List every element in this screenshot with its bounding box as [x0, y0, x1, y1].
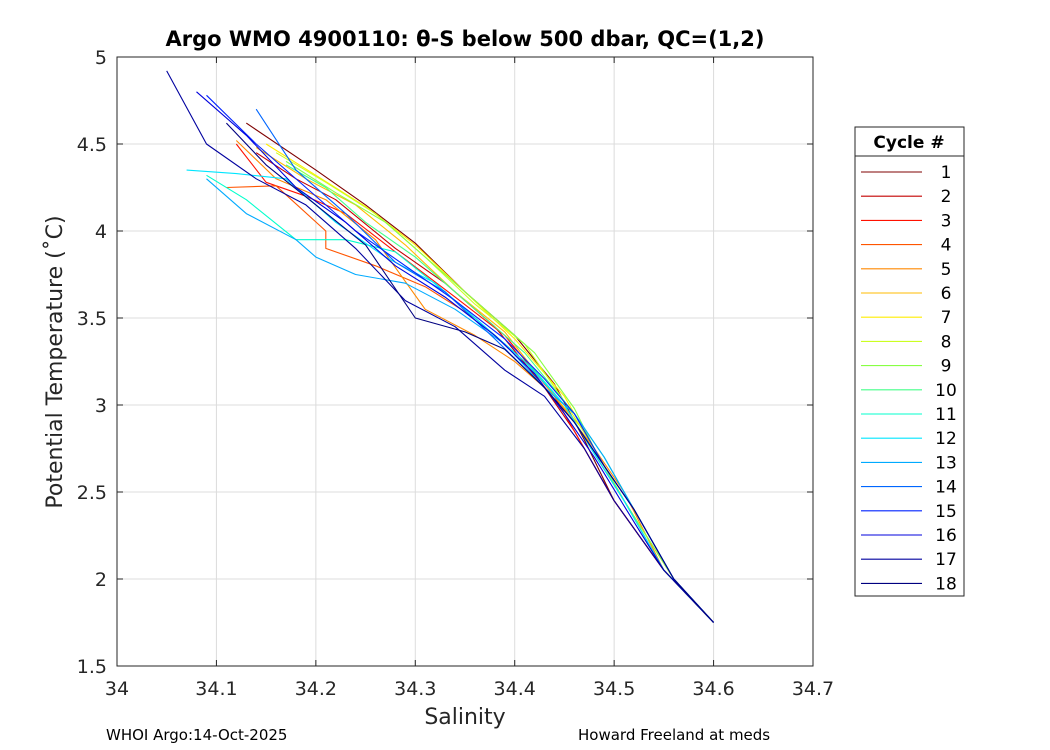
x-tick-label: 34.6	[692, 678, 734, 700]
y-tick-label: 4	[95, 221, 107, 243]
grid-lines	[117, 57, 813, 666]
x-tick-label: 34.5	[593, 678, 635, 700]
y-tick-label: 3.5	[77, 308, 107, 330]
legend-label-cycle-10: 10	[935, 381, 957, 401]
y-tick-label: 5	[95, 47, 107, 69]
series-line-cycle-12	[186, 169, 714, 623]
legend-label-cycle-2: 2	[941, 187, 952, 207]
legend-label-cycle-8: 8	[941, 332, 952, 352]
x-tick-label: 34.7	[792, 678, 834, 700]
x-tick-label: 34.4	[494, 678, 536, 700]
plot-area: 34 34.1 34.2 34.3 34.4 34.5 34.6 34.7 1.522.533…	[77, 47, 834, 700]
x-axis-ticks: 34 34.1 34.2 34.3 34.4 34.5 34.6 34.7	[105, 57, 834, 700]
legend-label-cycle-3: 3	[941, 211, 952, 231]
legend-label-cycle-1: 1	[941, 163, 952, 183]
axes-box	[116, 56, 814, 667]
legend-title: Cycle #	[873, 133, 944, 153]
series-line-cycle-18	[226, 122, 715, 623]
y-tick-label: 2	[95, 569, 107, 591]
footer-right: Howard Freeland at meds	[578, 726, 771, 744]
y-axis-label: Potential Temperature (˚C)	[43, 215, 68, 508]
series-line-cycle-9	[285, 160, 715, 623]
x-tick-label: 34.3	[394, 678, 436, 700]
series-line-cycle-17	[166, 70, 714, 623]
legend-label-cycle-18: 18	[935, 574, 957, 594]
series-lines	[166, 70, 715, 623]
legend-label-cycle-16: 16	[935, 526, 957, 546]
x-tick-label: 34.1	[195, 678, 237, 700]
legend-label-cycle-7: 7	[941, 308, 952, 328]
y-axis-ticks: 1.5 2 2.5 3 3.5 4 4.5 5	[77, 47, 813, 678]
chart-title: Argo WMO 4900110: θ-S below 500 dbar, QC…	[166, 27, 765, 51]
legend-label-cycle-11: 11	[935, 405, 957, 425]
y-tick-label: 2.5	[77, 482, 107, 504]
footer-left: WHOI Argo:14-Oct-2025	[106, 726, 288, 744]
x-tick-label: 34.2	[295, 678, 337, 700]
y-tick-label: 1.5	[77, 656, 107, 678]
legend-label-cycle-9: 9	[941, 357, 952, 377]
legend-label-cycle-14: 14	[935, 478, 957, 498]
y-tick-label: 4.5	[77, 134, 107, 156]
x-axis-label: Salinity	[424, 705, 505, 730]
y-tick-label: 3	[95, 395, 107, 417]
x-tick-label: 34	[105, 678, 129, 700]
legend-label-cycle-17: 17	[935, 550, 957, 570]
series-line-cycle-16	[196, 91, 714, 623]
legend-label-cycle-13: 13	[935, 453, 957, 473]
legend-label-cycle-5: 5	[941, 260, 952, 280]
legend-label-cycle-4: 4	[941, 236, 952, 256]
legend-label-cycle-6: 6	[941, 284, 952, 304]
legend-label-cycle-12: 12	[935, 429, 957, 449]
legend-label-cycle-15: 15	[935, 502, 957, 522]
series-line-cycle-13	[206, 178, 715, 623]
legend-box	[854, 126, 965, 597]
axes-background	[117, 57, 813, 666]
